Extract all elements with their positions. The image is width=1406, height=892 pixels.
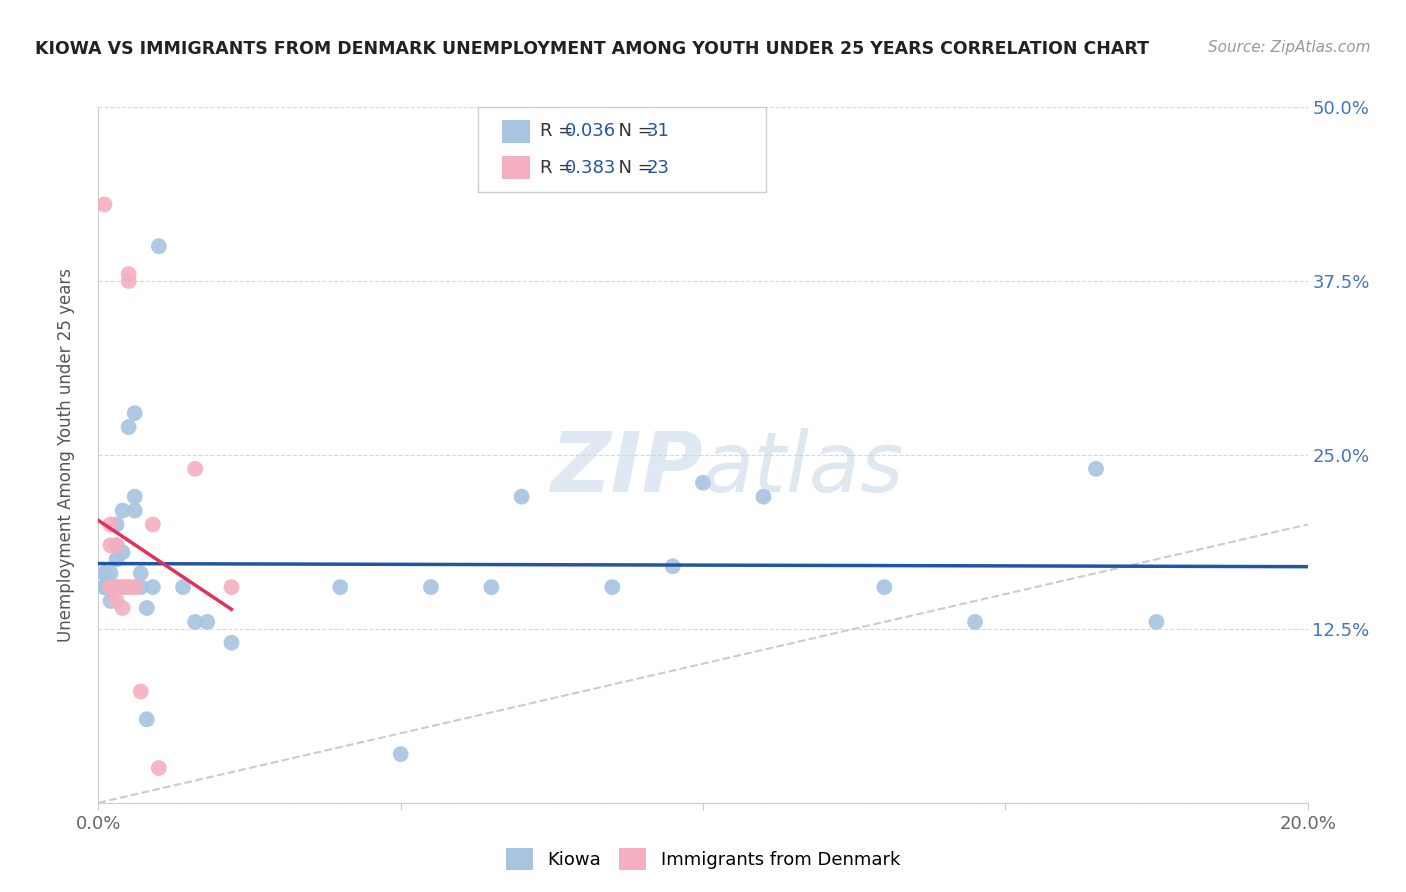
Point: [329, 580, 352, 594]
Text: atlas: atlas: [703, 428, 904, 509]
Point: [118, 274, 141, 288]
Text: R =: R =: [540, 122, 579, 140]
Point: [124, 580, 146, 594]
Text: N =: N =: [607, 159, 659, 177]
Point: [148, 239, 170, 253]
Point: [661, 559, 683, 574]
Point: [100, 517, 122, 532]
Point: [105, 580, 128, 594]
Point: [142, 517, 165, 532]
Point: [118, 420, 141, 434]
Point: [184, 615, 207, 629]
Point: [129, 566, 152, 581]
Point: [221, 580, 243, 594]
Point: [135, 712, 157, 726]
Point: [100, 538, 122, 552]
Text: R =: R =: [540, 159, 579, 177]
Point: [105, 538, 128, 552]
Point: [389, 747, 412, 761]
Point: [124, 580, 146, 594]
Point: [93, 580, 115, 594]
Point: [129, 684, 152, 698]
Point: [172, 580, 194, 594]
Point: [124, 503, 146, 517]
Point: [873, 580, 896, 594]
Point: [1085, 462, 1108, 476]
Point: [111, 503, 134, 517]
Text: 0.036: 0.036: [565, 122, 616, 140]
Point: [93, 580, 115, 594]
Point: [100, 594, 122, 608]
Point: [752, 490, 775, 504]
Point: [142, 580, 165, 594]
Point: [692, 475, 714, 490]
Text: ZIP: ZIP: [550, 428, 703, 509]
Point: [100, 580, 122, 594]
Point: [111, 545, 134, 559]
Point: [93, 197, 115, 211]
Point: [105, 594, 128, 608]
Point: [100, 580, 122, 594]
Point: [100, 580, 122, 594]
Point: [105, 517, 128, 532]
Point: [111, 580, 134, 594]
Point: [195, 615, 218, 629]
Point: [135, 601, 157, 615]
Text: Source: ZipAtlas.com: Source: ZipAtlas.com: [1208, 40, 1371, 55]
Text: 0.383: 0.383: [565, 159, 617, 177]
Point: [100, 580, 122, 594]
Text: N =: N =: [607, 122, 659, 140]
Point: [100, 580, 122, 594]
Point: [124, 490, 146, 504]
Point: [93, 566, 115, 581]
Point: [100, 566, 122, 581]
Y-axis label: Unemployment Among Youth under 25 years: Unemployment Among Youth under 25 years: [56, 268, 75, 642]
Point: [420, 580, 443, 594]
Point: [111, 580, 134, 594]
Point: [129, 580, 152, 594]
Point: [510, 490, 533, 504]
Point: [148, 761, 170, 775]
Point: [602, 580, 624, 594]
Legend: Kiowa, Immigrants from Denmark: Kiowa, Immigrants from Denmark: [499, 841, 907, 877]
Point: [105, 552, 128, 566]
Text: 23: 23: [647, 159, 669, 177]
Point: [111, 601, 134, 615]
Point: [105, 580, 128, 594]
Point: [111, 580, 134, 594]
Point: [965, 615, 987, 629]
Point: [481, 580, 503, 594]
Point: [1144, 615, 1167, 629]
Point: [124, 406, 146, 420]
Point: [93, 566, 115, 581]
Point: [124, 580, 146, 594]
Point: [105, 580, 128, 594]
Point: [118, 267, 141, 281]
Point: [118, 580, 141, 594]
Point: [105, 580, 128, 594]
Point: [221, 636, 243, 650]
Point: [184, 462, 207, 476]
Point: [105, 538, 128, 552]
Text: KIOWA VS IMMIGRANTS FROM DENMARK UNEMPLOYMENT AMONG YOUTH UNDER 25 YEARS CORRELA: KIOWA VS IMMIGRANTS FROM DENMARK UNEMPLO…: [35, 40, 1149, 58]
Text: 31: 31: [647, 122, 669, 140]
Point: [118, 580, 141, 594]
